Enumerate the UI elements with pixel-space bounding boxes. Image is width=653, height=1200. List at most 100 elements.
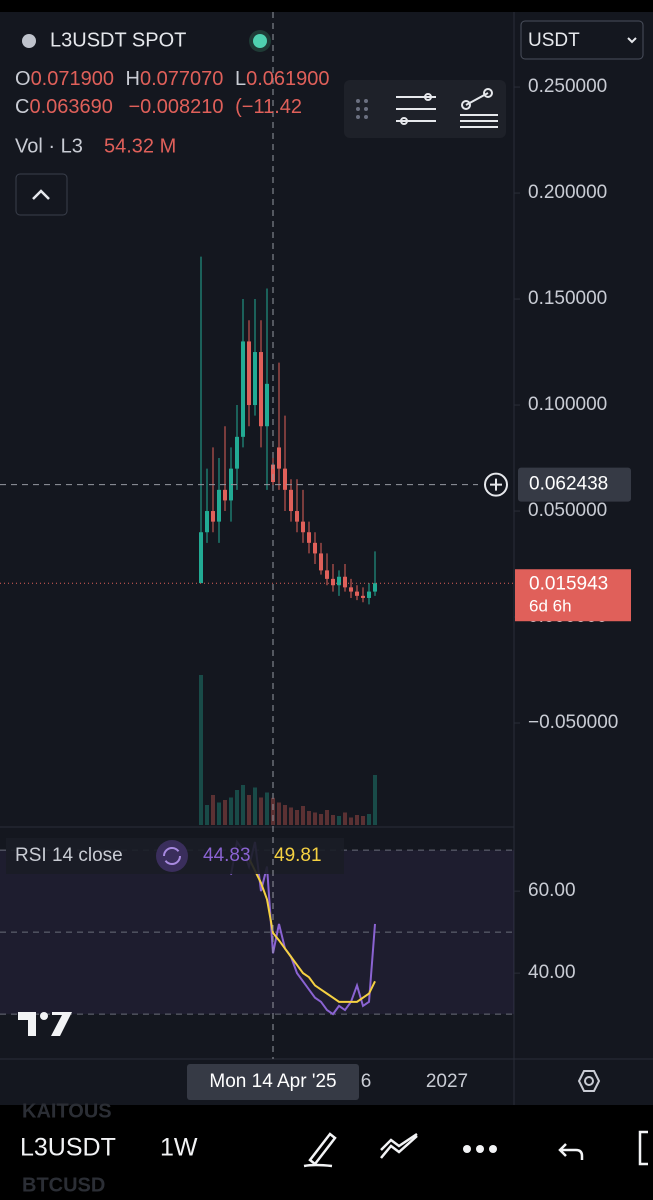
volume-bar: [307, 811, 311, 825]
candle-body: [313, 542, 317, 554]
volume-bar: [337, 816, 341, 825]
y-tick-label: 0.050000: [528, 500, 607, 521]
volume-bar: [289, 807, 293, 825]
ghost-symbol-top: KAITOUS: [22, 1100, 112, 1122]
status-dot: [253, 34, 267, 48]
trendline-icon[interactable]: [460, 88, 498, 128]
settings-icon[interactable]: [396, 93, 436, 125]
ghost-symbol-bottom: BTCUSD: [22, 1174, 105, 1196]
candle-body: [277, 447, 281, 469]
y-tick-label: 0.100000: [528, 394, 607, 415]
c-key: C: [15, 96, 29, 118]
volume-bar: [223, 800, 227, 825]
ohlc-line: O0.071900 H0.077070 L0.061900: [15, 68, 330, 90]
volume-bar: [301, 806, 305, 825]
fullscreen-button[interactable]: [638, 1130, 648, 1166]
volume-bar: [277, 802, 281, 825]
bottom-bar: [0, 1105, 653, 1200]
candle-body: [259, 352, 263, 427]
volume-bar: [265, 792, 269, 825]
x-axis-label: 6: [361, 1071, 372, 1092]
last-price-tag: [515, 569, 631, 622]
candle-body: [349, 587, 353, 592]
l-key: L: [235, 68, 246, 90]
y-tick-label: 0.200000: [528, 182, 607, 203]
rsi-ma-value: 49.81: [274, 845, 322, 866]
volume-bar: [373, 775, 377, 825]
crosshair-date-tag: [187, 1064, 359, 1100]
volume-bar: [253, 787, 257, 825]
candle-body: [307, 532, 311, 543]
more-button[interactable]: [463, 1145, 497, 1153]
volume-bar: [325, 810, 329, 825]
volume-bar: [367, 814, 371, 825]
indicator-tool[interactable]: [380, 1132, 418, 1159]
settings-gear[interactable]: [577, 1070, 601, 1092]
volume-bar: [319, 814, 323, 825]
change: −0.008210: [128, 96, 223, 118]
add-alert-button[interactable]: [484, 472, 508, 497]
volume-bar: [349, 817, 353, 825]
candle-body: [367, 591, 371, 598]
rsi-refresh-bg: [156, 840, 188, 872]
rsi-value: 44.83: [203, 845, 251, 866]
volume-bar: [211, 795, 215, 825]
candle-body: [325, 570, 329, 579]
candle-body: [217, 489, 221, 522]
change-pct: (−11.42: [235, 96, 302, 118]
candle-body: [289, 489, 293, 512]
h-value: 0.077070: [140, 68, 223, 90]
candle-body: [331, 578, 335, 586]
plot-layer: 0.250000 0.200000 0.150000 0.100000 0.050000…: [0, 12, 631, 1100]
crosshair-date: Mon 14 Apr '25: [209, 1071, 336, 1092]
rsi-title: RSI 14 close: [15, 845, 123, 866]
x-axis-label: 2027: [426, 1071, 468, 1092]
volume-bar: [295, 810, 299, 825]
volume-bar: [343, 812, 347, 825]
candle-body: [265, 383, 269, 427]
symbol-title: L3USDT SPOT: [50, 29, 186, 51]
crosshair-price-label: 0.062438: [529, 474, 608, 495]
candle-body: [295, 511, 299, 522]
currency-dropdown[interactable]: [520, 20, 644, 60]
o-value: 0.071900: [31, 68, 114, 90]
candle-body: [247, 341, 251, 406]
volume-bar: [313, 812, 317, 825]
candle-body: [337, 576, 341, 586]
collapse-button[interactable]: [15, 173, 68, 216]
dropdown-caret: [627, 37, 637, 44]
drag-handle[interactable]: [356, 99, 368, 119]
candle-body: [223, 489, 227, 501]
candle-body: [355, 591, 359, 596]
countdown-label: 6d 6h: [529, 597, 572, 616]
candle-body: [205, 511, 209, 533]
candle-body: [199, 532, 203, 584]
h-key: H: [126, 68, 140, 90]
volume-bar: [247, 795, 251, 825]
y-tick-label: 0.150000: [528, 288, 607, 309]
candle-body: [319, 553, 323, 571]
candle-body: [241, 341, 245, 437]
symbol-logo: [22, 34, 36, 48]
candle-body: [235, 436, 239, 469]
crosshair-price-tag: [518, 467, 631, 502]
candle-body: [301, 521, 305, 533]
rsi-refresh-icon: [163, 847, 181, 865]
collapse-icon: [32, 189, 50, 200]
volume-bar: [217, 802, 221, 825]
interval-button[interactable]: 1W: [160, 1134, 198, 1162]
candle-body: [271, 464, 275, 483]
y-tick-label: 0.250000: [528, 76, 607, 97]
volume-bar: [205, 805, 209, 825]
candle-body: [373, 583, 377, 592]
o-key: O: [15, 68, 31, 90]
draw-tool[interactable]: [303, 1132, 337, 1168]
volume-bar: [229, 797, 233, 825]
symbol-button[interactable]: L3USDT: [20, 1134, 116, 1162]
currency-label: USDT: [528, 30, 580, 51]
undo-button[interactable]: [558, 1143, 584, 1160]
candle-body: [283, 468, 287, 490]
candle-body: [211, 511, 215, 522]
volume-bar: [199, 675, 203, 825]
